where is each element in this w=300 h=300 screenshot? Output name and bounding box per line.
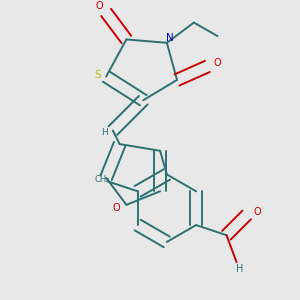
Text: N: N: [167, 33, 174, 43]
Text: O: O: [96, 1, 103, 11]
Text: O: O: [214, 58, 221, 68]
Text: O: O: [112, 203, 120, 213]
Text: CH₃: CH₃: [94, 175, 110, 184]
Text: O: O: [253, 207, 261, 217]
Text: H: H: [236, 264, 244, 274]
Text: H: H: [101, 128, 108, 137]
Text: S: S: [94, 70, 101, 80]
